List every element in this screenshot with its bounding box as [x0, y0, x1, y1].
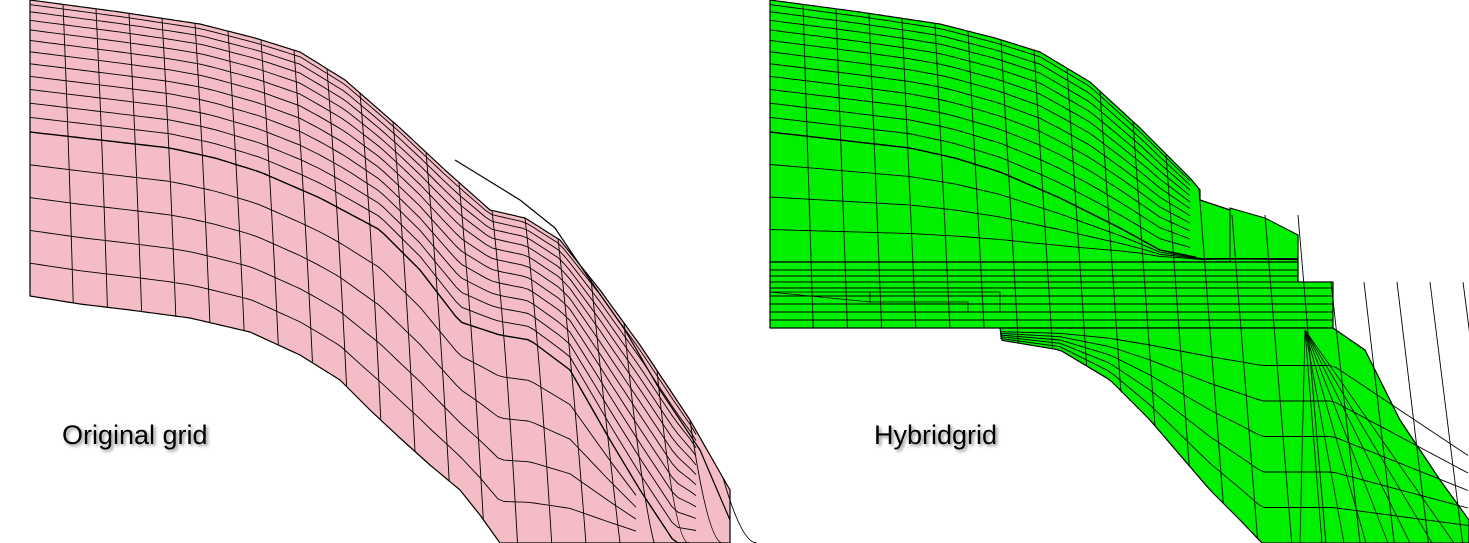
original-column-line — [689, 419, 723, 543]
hybrid-column-line — [1198, 188, 1224, 504]
hybrid-column-line — [967, 31, 985, 329]
hybrid-fan-line — [1304, 329, 1345, 543]
original-upper-layer-line — [29, 4, 697, 435]
hybrid-fan-line — [1304, 329, 1455, 543]
original-column-line — [359, 93, 382, 421]
hybrid-column-line — [1462, 281, 1469, 332]
hybrid-fan-line — [1299, 329, 1306, 543]
original-column-line — [425, 152, 450, 482]
original-column-line — [590, 278, 621, 543]
original-layer-interface — [29, 131, 690, 543]
original-upper-layer-line — [29, 102, 697, 519]
original-upper-layer-line — [29, 116, 697, 531]
hybrid-column-line — [901, 18, 917, 329]
hybrid-column-line — [1165, 153, 1190, 466]
hybrid-lower-layer-line — [999, 331, 1469, 456]
hybrid-column-line — [1231, 214, 1258, 539]
hybrid-fan-line — [1304, 329, 1323, 543]
original-column-line — [722, 477, 757, 543]
original-upper-layer-line — [29, 89, 697, 508]
hybrid-flat-band — [769, 261, 1334, 329]
hybrid-column-line — [835, 8, 848, 329]
hybrid-grid-caption: Hybridgrid — [874, 420, 997, 450]
original-grid-panel: Original grid — [29, 0, 757, 543]
hybrid-column-line — [868, 13, 883, 329]
original-grid-mesh — [29, 0, 731, 543]
hybrid-fan-line — [1304, 329, 1389, 543]
hybrid-column-line — [1363, 281, 1395, 543]
original-lower-layer-line — [29, 262, 637, 532]
original-column-line — [227, 31, 245, 331]
original-column-line — [524, 217, 553, 543]
hybrid-column-line — [1297, 214, 1327, 543]
hybrid-coarse-line — [769, 196, 1299, 260]
hybrid-grid-lines — [769, 4, 1469, 543]
hybrid-upper-layer-line — [769, 75, 1191, 224]
original-mesh-outline — [29, 0, 731, 543]
original-upper-layer-line — [29, 63, 697, 486]
hybrid-lower-layer-line — [999, 337, 1469, 526]
hybrid-column-line — [1066, 68, 1088, 367]
hybrid-column-line — [1132, 121, 1156, 426]
hybrid-fan-line — [1304, 329, 1367, 543]
original-column-line — [392, 121, 416, 452]
hybrid-coarse-line — [769, 229, 1299, 261]
original-grid-caption: Original grid — [62, 420, 208, 450]
original-upper-layer-line — [29, 11, 697, 441]
hybrid-lower-layer-line — [999, 332, 1469, 474]
hybrid-lower-region — [999, 327, 1469, 543]
original-column-line — [491, 210, 518, 543]
original-column-line — [326, 68, 348, 387]
hybrid-step-block — [1229, 207, 1299, 263]
original-column-line — [557, 238, 587, 543]
original-column-line — [656, 370, 689, 543]
original-column-line — [128, 13, 143, 312]
hybrid-column-line — [1264, 214, 1293, 543]
hybrid-upper-layer-line — [769, 19, 1191, 191]
hybrid-upper-layer-line — [769, 51, 1191, 209]
original-lower-layer-line — [29, 197, 637, 508]
hybrid-upper-layer-line — [769, 29, 1191, 197]
original-column-line — [62, 4, 74, 303]
hybrid-column-line — [1033, 50, 1053, 349]
hybrid-upper-layer-line — [769, 40, 1191, 203]
original-lower-layer-line — [29, 229, 637, 520]
hybrid-column-line — [802, 4, 814, 329]
hybrid-column-line — [934, 23, 951, 329]
hybrid-upper-region — [769, 0, 1299, 263]
hybrid-grid-panel: Hybridgrid — [769, 0, 1469, 543]
hybrid-upper-layer-line — [769, 89, 1191, 232]
hybrid-upper-layer-line — [769, 63, 1191, 217]
original-column-line — [293, 50, 313, 363]
original-grid-lines — [29, 4, 757, 543]
hybrid-lower-layer-line — [999, 334, 1469, 491]
original-column-line — [194, 23, 211, 323]
original-upper-layer-line — [29, 51, 697, 475]
original-lower-layer-line — [29, 164, 637, 496]
hybrid-column-line — [1000, 39, 1019, 344]
hybrid-upper-layer-line — [769, 11, 1191, 186]
hybrid-fan-line — [1304, 329, 1433, 543]
original-column-line — [260, 39, 279, 346]
hybrid-column-line — [1429, 281, 1464, 543]
original-column-line — [161, 18, 177, 317]
original-column-line — [623, 322, 655, 543]
hybrid-fan-line — [1304, 329, 1411, 543]
original-column-line — [95, 8, 108, 308]
hybrid-grid-mesh — [769, 0, 1469, 543]
original-upper-layer-line — [29, 75, 697, 496]
hybrid-lower-layer-line — [999, 336, 1469, 509]
original-column-line — [458, 182, 484, 520]
original-upper-layer-line — [29, 19, 697, 449]
hybrid-upper-layer-line — [769, 4, 1191, 182]
hybrid-column-line — [1099, 91, 1122, 391]
